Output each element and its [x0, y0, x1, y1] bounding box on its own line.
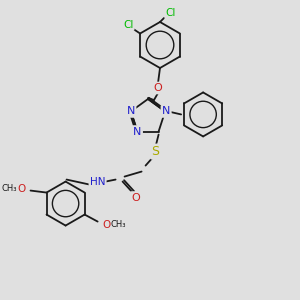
Text: Cl: Cl [123, 20, 133, 29]
Text: O: O [17, 184, 26, 194]
Text: HN: HN [90, 177, 105, 187]
Text: O: O [103, 220, 111, 230]
Text: O: O [154, 83, 162, 93]
Text: O: O [131, 193, 140, 202]
Text: Cl: Cl [166, 8, 176, 18]
Text: N: N [133, 127, 142, 136]
Text: N: N [162, 106, 170, 116]
Text: N: N [127, 106, 135, 116]
Text: S: S [152, 145, 160, 158]
Text: CH₃: CH₃ [111, 220, 126, 229]
Text: CH₃: CH₃ [2, 184, 17, 193]
